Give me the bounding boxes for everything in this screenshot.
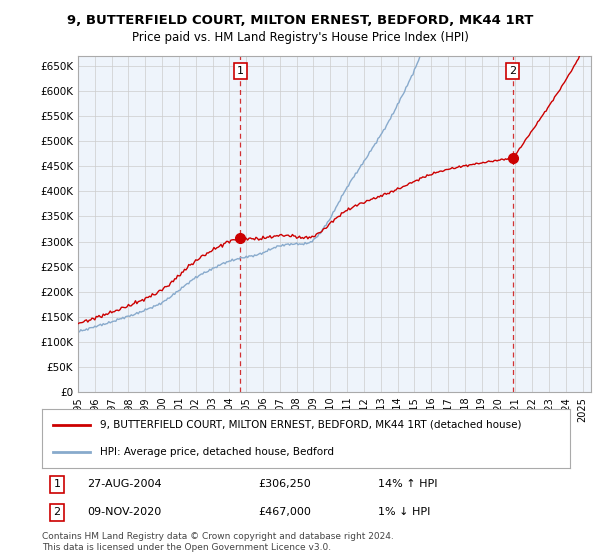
Text: 9, BUTTERFIELD COURT, MILTON ERNEST, BEDFORD, MK44 1RT (detached house): 9, BUTTERFIELD COURT, MILTON ERNEST, BED…: [100, 419, 521, 430]
Text: 2: 2: [53, 507, 61, 517]
Text: 09-NOV-2020: 09-NOV-2020: [87, 507, 161, 517]
Text: Contains HM Land Registry data © Crown copyright and database right 2024.
This d: Contains HM Land Registry data © Crown c…: [42, 532, 394, 552]
Text: £306,250: £306,250: [258, 479, 311, 489]
Text: 1: 1: [53, 479, 61, 489]
Text: 1% ↓ HPI: 1% ↓ HPI: [378, 507, 430, 517]
Text: 1: 1: [237, 66, 244, 76]
Text: 27-AUG-2004: 27-AUG-2004: [87, 479, 161, 489]
Text: 14% ↑ HPI: 14% ↑ HPI: [378, 479, 437, 489]
Text: 2: 2: [509, 66, 517, 76]
Text: 9, BUTTERFIELD COURT, MILTON ERNEST, BEDFORD, MK44 1RT: 9, BUTTERFIELD COURT, MILTON ERNEST, BED…: [67, 14, 533, 27]
Text: £467,000: £467,000: [258, 507, 311, 517]
Text: Price paid vs. HM Land Registry's House Price Index (HPI): Price paid vs. HM Land Registry's House …: [131, 31, 469, 44]
Text: HPI: Average price, detached house, Bedford: HPI: Average price, detached house, Bedf…: [100, 447, 334, 457]
